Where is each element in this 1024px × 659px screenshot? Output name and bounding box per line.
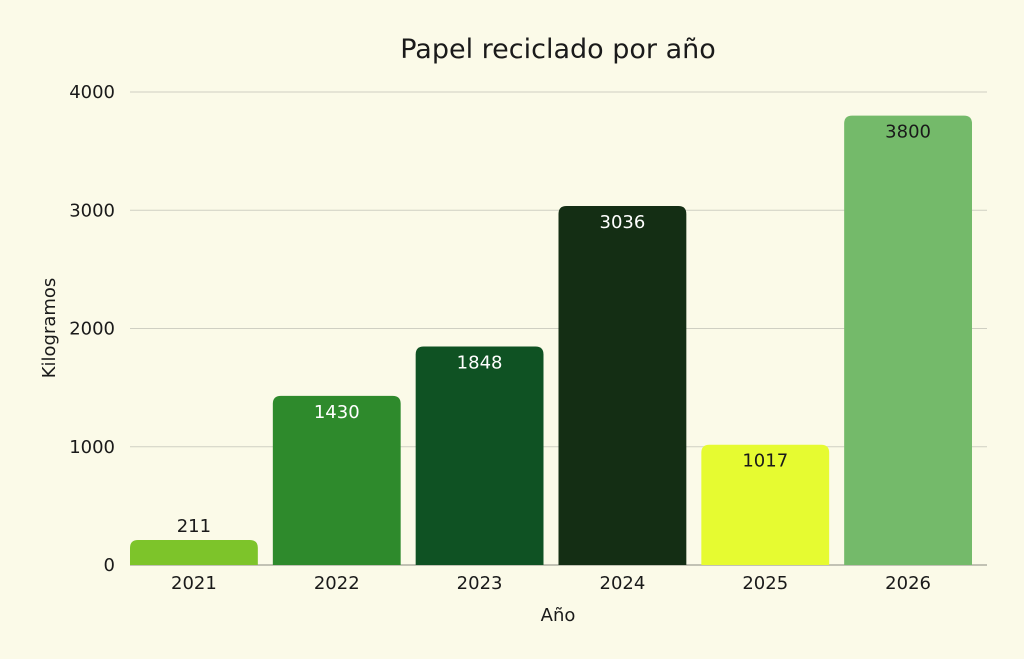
x-tick-label: 2023 bbox=[457, 573, 503, 594]
y-tick-label: 0 bbox=[104, 555, 115, 576]
y-axis-label: Kilogramos bbox=[39, 278, 60, 379]
bar-value-label: 1017 bbox=[742, 451, 788, 472]
x-tick-label: 2022 bbox=[314, 573, 360, 594]
x-tick-label: 2021 bbox=[171, 573, 217, 594]
bars bbox=[130, 115, 972, 566]
bar-value-labels: 211 1430 1848 3036 1017 3800 bbox=[177, 122, 931, 537]
y-tick-label: 1000 bbox=[69, 437, 115, 458]
bar-value-label: 3036 bbox=[600, 212, 646, 233]
y-tick-label: 2000 bbox=[69, 319, 115, 340]
bar-2021 bbox=[130, 540, 258, 565]
chart-title: Papel reciclado por año bbox=[400, 34, 716, 65]
x-axis-label: Año bbox=[541, 605, 576, 626]
y-tick-label: 4000 bbox=[69, 82, 115, 103]
bar-value-label: 1848 bbox=[457, 352, 503, 373]
x-tick-label: 2026 bbox=[885, 573, 931, 594]
y-axis-ticks: 0 1000 2000 3000 4000 bbox=[69, 82, 115, 576]
bar-2026 bbox=[844, 115, 972, 566]
bar-2025 bbox=[701, 444, 830, 565]
bar-value-label: 3800 bbox=[885, 122, 931, 143]
y-tick-label: 3000 bbox=[69, 200, 115, 221]
bar-2024 bbox=[558, 205, 687, 566]
x-axis-ticks: 2021 2022 2023 2024 2025 2026 bbox=[171, 573, 931, 594]
bar-2022 bbox=[272, 395, 401, 565]
bar-value-label: 1430 bbox=[314, 402, 360, 423]
x-tick-label: 2025 bbox=[742, 573, 788, 594]
bar-2023 bbox=[415, 346, 544, 565]
bar-value-label: 211 bbox=[177, 516, 211, 537]
x-tick-label: 2024 bbox=[600, 573, 646, 594]
